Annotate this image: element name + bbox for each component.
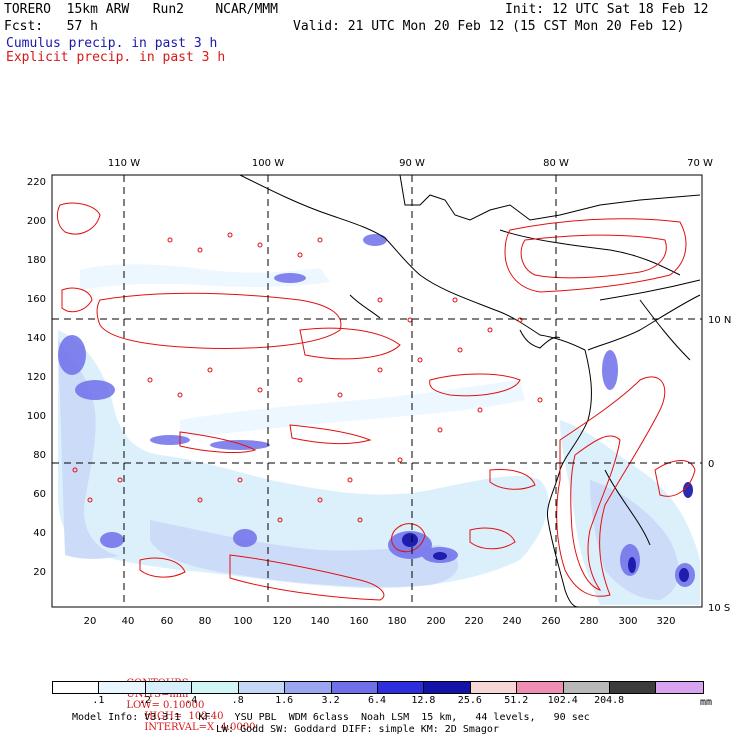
colorbar-label: .8 [231,695,244,706]
colorbar-swatch [610,682,657,693]
x-tick: 140 [310,616,329,627]
contour-high: HIGH= 102.40 [144,711,224,722]
precip-colorbar [52,681,704,694]
explicit-contours [56,202,696,601]
colorbar-labels: .1 .2 .4 .8 1.6 3.2 6.4 12.8 25.6 51.2 102.4 204.8 [52,695,712,707]
y-tick: 160 [27,294,46,305]
colorbar-label: .2 [138,695,151,706]
physics-info: LW: Godd SW: Goddard DIFF: simple KM: 2D… [216,724,499,735]
colorbar-unit: mm [700,697,713,708]
colorbar-swatch [238,682,286,693]
plot-frame [51,174,703,608]
y-tick: 220 [27,177,46,188]
y-tick: 60 [33,489,46,500]
colorbar-label: 1.6 [275,695,294,706]
lon-label: 80 W [543,158,569,169]
valid-time: Valid: 21 UTC Mon 20 Feb 12 (15 CST Mon … [293,19,685,34]
colorbar-swatch [145,682,193,693]
contour-specks [72,232,543,523]
x-tick: 200 [426,616,445,627]
contour-units: UNITS=mm [126,689,189,700]
model-title: TORERO 15km ARW Run2 NCAR/MMM [4,2,278,17]
lon-label: 100 W [252,158,284,169]
y-tick: 200 [27,216,46,227]
lon-label: 110 W [108,158,140,169]
latitude-labels: 10 N 0 10 S [708,315,731,614]
x-tick: 100 [233,616,252,627]
colorbar-label: 102.4 [547,695,578,706]
y-axis-ticks: 220 200 180 160 140 120 100 80 60 40 20 [27,177,46,578]
x-tick: 80 [199,616,212,627]
init-time: Init: 12 UTC Sat 18 Feb 12 [505,2,709,17]
colorbar-label: .4 [185,695,198,706]
y-tick: 40 [33,528,46,539]
x-tick: 280 [579,616,598,627]
precip-shading [58,234,700,605]
x-tick: 220 [464,616,483,627]
x-tick: 40 [122,616,135,627]
cumulus-legend: Cumulus precip. in past 3 h [6,36,218,51]
x-tick: 300 [618,616,637,627]
colorbar-label: 25.6 [457,695,482,706]
x-tick: 160 [349,616,368,627]
y-tick: 80 [33,450,46,461]
x-tick: 120 [272,616,291,627]
model-info: Model Info: V3.3.1 KF YSU PBL WDM 6class… [72,712,590,723]
coastlines [239,175,701,607]
colorbar-swatch [285,682,332,693]
colorbar-swatch [424,682,471,693]
colorbar-label: 3.2 [321,695,340,706]
colorbar-label: 12.8 [411,695,436,706]
colorbar-label: 51.2 [504,695,529,706]
contour-low: LOW= 0.10000 [126,700,205,711]
colorbar-label: 204.8 [594,695,625,706]
x-tick: 260 [541,616,560,627]
y-tick: 20 [33,567,46,578]
x-tick: 20 [84,616,97,627]
graticule [52,175,702,607]
y-tick: 140 [27,333,46,344]
colorbar-swatch [470,682,518,693]
forecast-hour: Fcst: 57 h [4,19,98,34]
colorbar-swatch [656,682,703,693]
longitude-labels: 110 W 100 W 90 W 80 W 70 W [108,158,713,169]
colorbar-label: .1 [92,695,105,706]
contour-interval: INTERVAL=X 4.0000 [144,722,256,733]
colorbar-swatch [192,682,239,693]
colorbar-label: 6.4 [367,695,387,706]
lon-label: 90 W [399,158,425,169]
x-axis-ticks: 20 40 60 80 100 120 140 160 180 200 220 … [84,616,676,627]
y-tick: 180 [27,255,46,266]
lat-label: 10 S [708,603,730,614]
explicit-legend: Explicit precip. in past 3 h [6,50,226,65]
colorbar-swatch [331,682,378,693]
colorbar-swatch [517,682,564,693]
lat-label: 10 N [708,315,731,326]
colorbar-swatch [563,682,611,693]
lat-label: 0 [708,459,714,470]
colorbar-swatch [377,682,425,693]
colorbar-swatch [53,682,100,693]
colorbar-swatch [99,682,146,693]
x-tick: 60 [161,616,174,627]
x-tick: 240 [502,616,521,627]
y-tick: 100 [27,411,46,422]
lon-label: 70 W [687,158,713,169]
x-tick: 180 [387,616,406,627]
x-tick: 320 [656,616,675,627]
y-tick: 120 [27,372,46,383]
